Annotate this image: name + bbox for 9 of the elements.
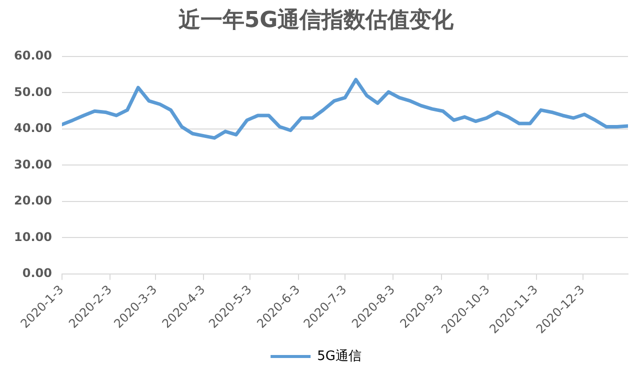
legend-label: 5G通信 [317, 348, 362, 364]
y-tick-label: 10.00 [14, 230, 52, 244]
y-tick-label: 0.00 [22, 266, 52, 280]
y-tick-label: 40.00 [14, 121, 52, 136]
y-tick-label: 60.00 [14, 48, 52, 63]
y-tick-label: 50.00 [14, 84, 52, 99]
y-tick-label: 30.00 [14, 157, 52, 172]
chart-title: 近一年5G通信指数估值变化 [177, 6, 455, 33]
y-tick-label: 20.00 [14, 194, 52, 208]
